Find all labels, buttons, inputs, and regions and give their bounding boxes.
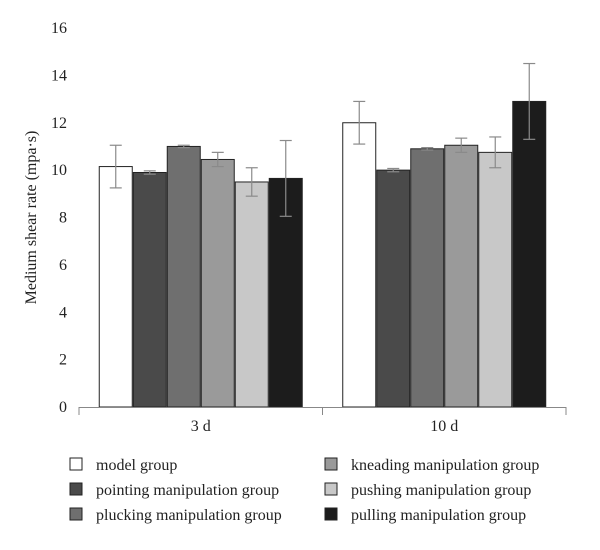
bar <box>342 122 377 408</box>
bar <box>98 166 133 408</box>
legend: model group pointing manipulation group pl… <box>69 457 539 524</box>
legend-label: pointing manipulation group <box>96 482 279 499</box>
bar <box>410 148 445 408</box>
bar <box>376 169 411 408</box>
legend-label: pulling manipulation group <box>351 507 526 524</box>
bar <box>166 145 201 408</box>
bar <box>478 151 513 408</box>
bar <box>512 100 547 408</box>
x-category-label: 3 d <box>191 418 211 435</box>
y-tick-label: 12 <box>51 115 67 132</box>
legend-swatch <box>324 482 338 496</box>
bar <box>132 171 167 408</box>
legend-label: pushing manipulation group <box>351 482 531 499</box>
x-category-label: 10 d <box>430 418 458 435</box>
legend-label: kneading manipulation group <box>351 457 539 474</box>
bar <box>234 181 269 408</box>
legend-swatch <box>69 482 83 496</box>
legend-swatch <box>69 507 83 521</box>
y-tick-label: 8 <box>59 210 67 227</box>
bar <box>200 158 235 408</box>
legend-swatch <box>324 507 338 521</box>
x-axis-ticks: 3 d 10 d <box>78 407 567 435</box>
legend-swatch <box>69 457 83 471</box>
legend-swatch <box>324 457 338 471</box>
y-tick-label: 4 <box>59 304 67 321</box>
y-tick-label: 16 <box>51 20 67 37</box>
y-tick-label: 10 <box>51 162 67 179</box>
bars <box>98 62 547 408</box>
y-tick-label: 14 <box>51 67 67 84</box>
y-tick-label: 2 <box>59 352 67 369</box>
legend-label: plucking manipulation group <box>96 507 282 524</box>
bar <box>444 144 479 408</box>
y-tick-label: 0 <box>59 399 67 416</box>
y-tick-label: 6 <box>59 257 67 274</box>
y-axis-ticks: 0 2 4 6 8 10 12 14 16 <box>51 20 67 416</box>
legend-label: model group <box>96 457 177 474</box>
y-axis-label: Medium shear rate (mpa·s) <box>23 131 40 305</box>
